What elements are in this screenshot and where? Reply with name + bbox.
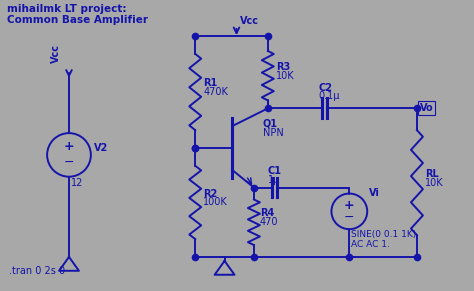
Text: 1µ: 1µ xyxy=(268,175,280,185)
Text: Q1: Q1 xyxy=(263,118,278,128)
Text: 0.1µ: 0.1µ xyxy=(319,91,340,102)
Text: RL: RL xyxy=(425,169,438,179)
Text: R3: R3 xyxy=(276,62,290,72)
Text: .tran 0 2s 0: .tran 0 2s 0 xyxy=(9,266,65,276)
Text: NPN: NPN xyxy=(263,128,283,138)
Text: C2: C2 xyxy=(319,83,333,93)
Text: AC AC 1.: AC AC 1. xyxy=(351,240,390,249)
Text: −: − xyxy=(344,211,355,224)
Text: C1: C1 xyxy=(268,166,282,176)
Text: Vcc: Vcc xyxy=(51,44,61,63)
Text: SINE(0 0.1 1K): SINE(0 0.1 1K) xyxy=(351,230,417,239)
Text: 10K: 10K xyxy=(425,178,444,188)
Text: Vcc: Vcc xyxy=(239,16,258,26)
Text: Common Base Amplifier: Common Base Amplifier xyxy=(8,15,148,25)
Text: Vo: Vo xyxy=(420,103,434,113)
Text: 12: 12 xyxy=(71,178,83,188)
Text: 470K: 470K xyxy=(203,87,228,97)
Text: 10K: 10K xyxy=(276,71,294,81)
Text: 100K: 100K xyxy=(203,197,228,207)
Text: +: + xyxy=(344,199,355,212)
Text: 470: 470 xyxy=(260,217,278,227)
Text: V2: V2 xyxy=(94,143,108,153)
Text: −: − xyxy=(64,156,74,169)
Text: R1: R1 xyxy=(203,78,218,88)
Text: R2: R2 xyxy=(203,189,218,198)
Text: mihailmk LT project:: mihailmk LT project: xyxy=(8,4,127,14)
Text: R4: R4 xyxy=(260,208,274,218)
Text: +: + xyxy=(64,141,74,153)
Text: Vi: Vi xyxy=(369,187,380,198)
